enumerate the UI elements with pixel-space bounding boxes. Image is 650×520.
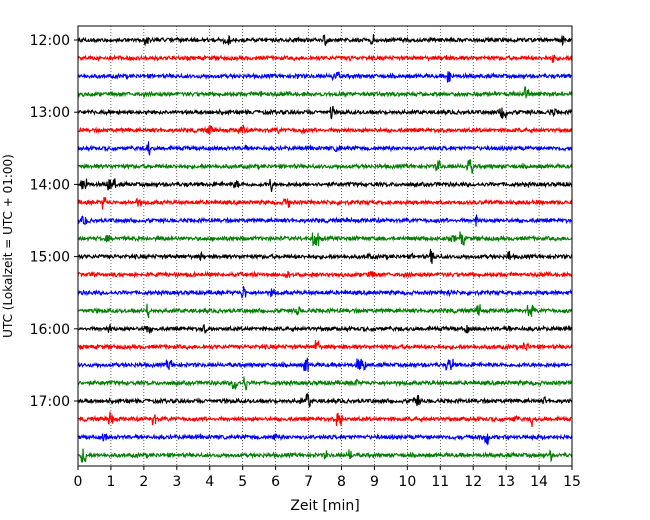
trace-line <box>77 159 573 174</box>
x-tick-label: 11 <box>431 474 449 490</box>
trace-line <box>77 392 573 408</box>
trace-line <box>77 214 573 227</box>
trace-line <box>77 323 573 335</box>
trace-line <box>77 141 573 156</box>
x-tick-label: 1 <box>106 474 115 490</box>
x-tick-label: 8 <box>337 474 346 490</box>
x-tick-label: 3 <box>172 474 181 490</box>
y-tick-label: 12:00 <box>30 33 70 49</box>
y-tick-label: 15:00 <box>30 250 70 266</box>
x-tick-label: 7 <box>304 474 313 490</box>
trace-line <box>77 248 573 265</box>
trace-line <box>77 71 573 83</box>
plot-frame <box>77 25 573 467</box>
trace-line <box>77 411 573 427</box>
y-tick-label: 16:00 <box>30 322 70 338</box>
trace-line <box>77 339 573 351</box>
trace-line <box>77 433 573 446</box>
trace-line <box>77 270 573 279</box>
y-tick-label: 13:00 <box>30 105 70 121</box>
x-tick-label: 10 <box>398 474 416 490</box>
x-tick-label: 12 <box>464 474 482 490</box>
trace-line <box>77 376 573 391</box>
x-tick-label: 14 <box>530 474 548 490</box>
x-axis: 0 1 2 3 4 5 6 7 8 9 10 11 12 13 14 15 <box>74 466 581 490</box>
trace-line <box>77 303 573 318</box>
trace-line <box>77 196 573 210</box>
trace-line <box>77 54 573 63</box>
trace-group <box>77 34 573 463</box>
trace-line <box>77 286 573 299</box>
trace-line <box>77 34 573 47</box>
x-tick-label: 13 <box>497 474 515 490</box>
y-tick-label: 14:00 <box>30 177 70 193</box>
x-tick-label: 9 <box>370 474 379 490</box>
y-axis: 12:00 13:00 14:00 15:00 16:00 17:00 <box>30 33 78 410</box>
x-tick-label: 2 <box>139 474 148 490</box>
grid <box>110 26 540 466</box>
trace-line <box>77 86 573 99</box>
trace-line <box>77 105 573 120</box>
trace-line <box>77 231 573 247</box>
x-tick-label: 5 <box>238 474 247 490</box>
x-tick-label: 4 <box>205 474 214 490</box>
x-tick-label: 15 <box>563 474 581 490</box>
y-axis-label: UTC (Lokalzeit = UTC + 01:00) <box>1 154 15 338</box>
y-tick-label: 17:00 <box>30 394 70 410</box>
trace-line <box>77 448 573 463</box>
x-tick-label: 6 <box>271 474 280 490</box>
trace-line <box>77 124 573 136</box>
trace-line <box>77 357 573 372</box>
trace-line <box>77 178 573 192</box>
x-tick-label: 0 <box>74 474 83 490</box>
x-axis-label: Zeit [min] <box>290 498 359 514</box>
